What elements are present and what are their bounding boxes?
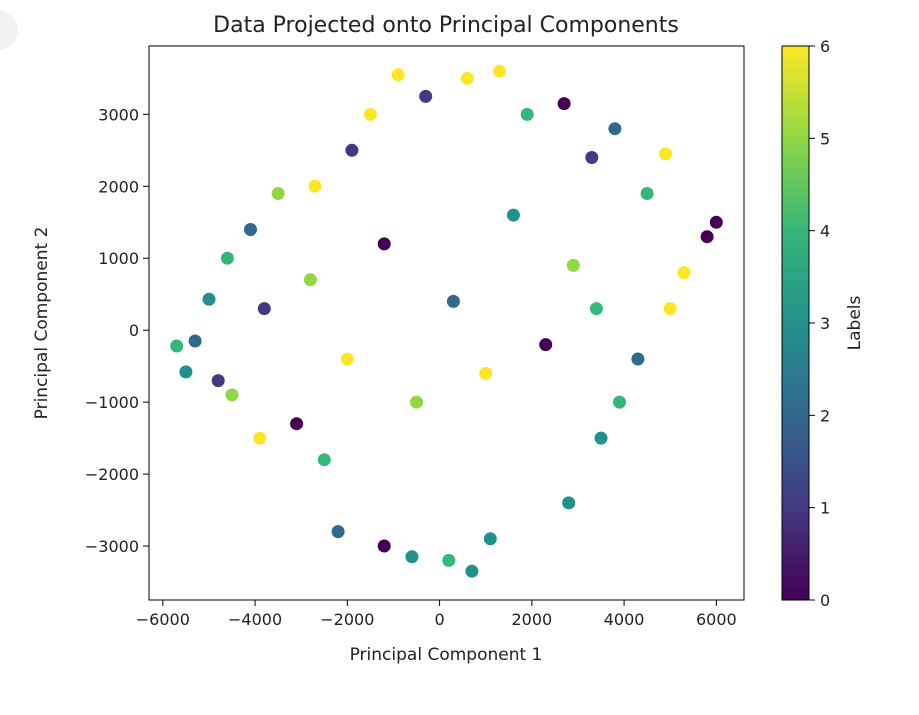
scatter-point	[340, 352, 354, 366]
scatter-point	[460, 71, 474, 85]
scatter-point	[465, 564, 479, 578]
scatter-point	[663, 302, 677, 316]
scatter-point	[271, 187, 285, 200]
x-tick-label: −2000	[320, 610, 374, 629]
x-tick-label: 4000	[604, 610, 645, 629]
colorbar	[781, 45, 810, 601]
colorbar-tick-label: 2	[820, 406, 830, 425]
y-tick-label: 3000	[98, 105, 139, 124]
scatter-point	[308, 179, 322, 193]
scatter-point	[562, 496, 576, 510]
scatter-point	[479, 366, 493, 380]
scatter-point	[613, 395, 626, 409]
colorbar-tick-label: 3	[820, 314, 830, 333]
scatter-point	[377, 237, 391, 251]
scatter-point	[303, 273, 317, 287]
scatter-point	[331, 525, 345, 539]
colorbar-tick-label: 4	[820, 222, 830, 241]
colorbar-tick-label: 0	[820, 591, 830, 610]
x-axis-label: Principal Component 1	[350, 645, 543, 665]
scatter-point	[211, 374, 225, 388]
scatter-point	[317, 453, 331, 467]
scatter-point	[442, 553, 456, 567]
scatter-point	[709, 215, 723, 229]
x-tick-label: 2000	[511, 610, 552, 629]
scatter-point	[405, 550, 419, 564]
x-tick-label: 6000	[696, 610, 737, 629]
scatter-point	[446, 294, 460, 308]
scatter-point	[253, 431, 267, 445]
colorbar-ticks: 0 1 2 3 4 5 6	[809, 37, 830, 610]
scatter-point	[345, 143, 359, 157]
y-tick-label: 2000	[98, 177, 139, 196]
scatter-point	[506, 208, 520, 222]
scatter-point	[419, 89, 433, 103]
scatter-point	[363, 107, 377, 121]
scatter-point	[539, 338, 553, 352]
scatter-point	[391, 68, 405, 82]
scatter-point	[493, 64, 506, 78]
scatter-point	[410, 395, 423, 409]
scatter-point	[188, 334, 202, 348]
scatter-point	[225, 388, 239, 402]
scatter-point	[170, 339, 184, 353]
scatter-point	[377, 539, 391, 553]
y-tick-label: −3000	[85, 537, 139, 556]
y-axis-label: Principal Component 2	[32, 227, 52, 420]
x-tick-label: −4000	[228, 610, 282, 629]
y-tick-label: 0	[129, 321, 139, 340]
scatter-point	[631, 352, 645, 366]
plot-frame	[148, 45, 745, 601]
scatter-point	[700, 230, 714, 244]
scatter-point	[589, 302, 603, 316]
colorbar-tick-label: 6	[820, 37, 830, 56]
scatter-point	[520, 107, 534, 121]
scatter-point	[585, 151, 599, 164]
scatter-points	[170, 64, 723, 578]
scatter-point	[220, 251, 234, 265]
y-axis-ticks: −3000 −2000 −1000 0 1000 2000 3000	[85, 105, 149, 556]
scatter-point	[594, 431, 608, 445]
colorbar-tick-label: 5	[820, 129, 830, 148]
scatter-point	[566, 258, 580, 272]
scatter-point	[483, 532, 497, 546]
colorbar-label: Labels	[845, 295, 865, 350]
y-tick-label: −1000	[85, 393, 139, 412]
scatter-point	[557, 97, 571, 111]
x-axis-ticks: −6000 −4000 −2000 0 2000 4000 6000	[136, 600, 737, 629]
scatter-point	[179, 365, 193, 379]
y-tick-label: 1000	[98, 249, 139, 268]
scatter-point	[290, 417, 304, 431]
scatter-point	[640, 187, 654, 200]
scatter-point	[257, 302, 271, 316]
x-tick-label: 0	[434, 610, 444, 629]
scatter-point	[202, 292, 216, 306]
x-tick-label: −6000	[136, 610, 190, 629]
y-tick-label: −2000	[85, 465, 139, 484]
scatter-point	[677, 266, 691, 280]
colorbar-tick-label: 1	[820, 499, 830, 518]
background-blob	[0, 10, 18, 50]
scatter-point	[244, 223, 257, 236]
scatter-point	[659, 147, 673, 161]
chart-title: Data Projected onto Principal Components	[213, 13, 679, 38]
scatter-point	[608, 122, 622, 136]
